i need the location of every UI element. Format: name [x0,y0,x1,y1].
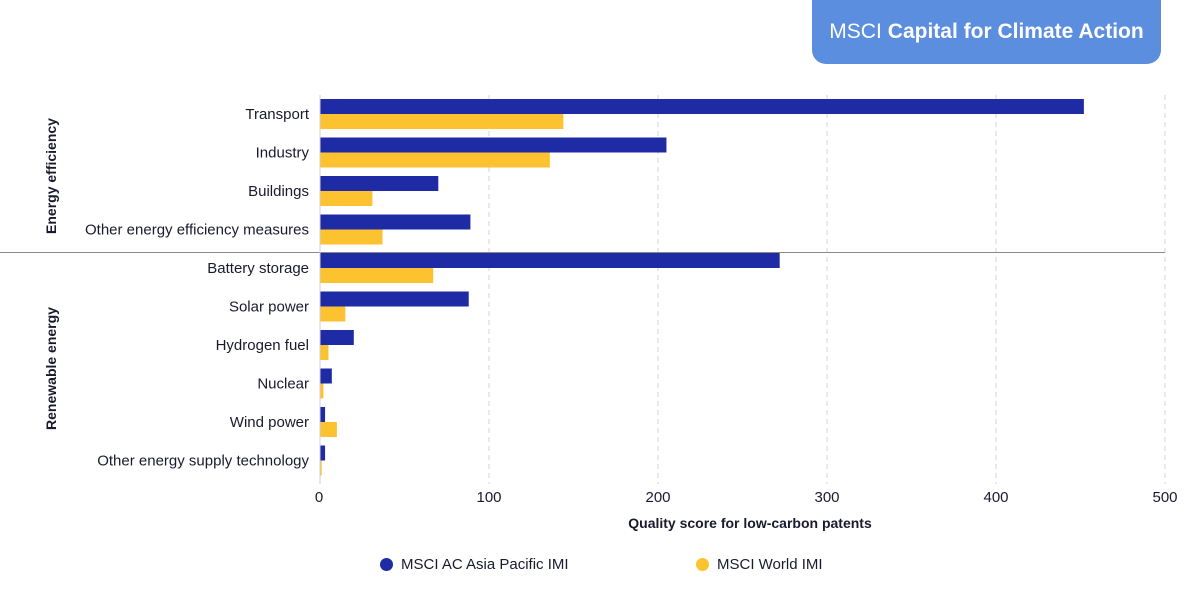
legend-item-series-2: MSCI World IMI [696,556,823,573]
bar-2-7 [320,383,324,399]
bar-2-6 [320,345,329,360]
category-label-5: Solar power [229,299,309,316]
group-label-1: Renewable energy [43,307,59,430]
bar-2-5 [320,306,346,322]
product-name: Capital for Climate Action [887,20,1144,43]
category-label-4: Battery storage [207,260,309,277]
x-axis-title: Quality score for low-carbon patents [628,515,872,531]
bar-1-3 [320,214,471,230]
category-label-8: Wind power [230,414,309,431]
bar-1-0 [320,99,1084,114]
bar-2-8 [320,422,337,437]
x-tick-label-2: 200 [645,489,670,506]
legend-item-series-1: MSCI AC Asia Pacific IMI [380,556,569,573]
brand-badge: MSCI Capital for Climate Action [812,0,1161,64]
bar-2-4 [320,268,434,283]
category-label-3: Other energy efficiency measures [85,222,309,239]
category-label-7: Nuclear [257,376,309,393]
x-tick-label-5: 500 [1152,489,1177,506]
x-tick-label-1: 100 [476,489,501,506]
category-label-0: Transport [245,106,309,123]
bar-1-8 [320,407,326,422]
bar-2-1 [320,152,550,168]
bar-1-5 [320,291,469,307]
x-tick-label-4: 400 [983,489,1008,506]
category-label-2: Buildings [248,183,309,200]
category-label-1: Industry [256,145,310,162]
bar-2-2 [320,191,373,206]
x-tick-label-3: 300 [814,489,839,506]
brand-name: MSCI [829,20,882,43]
bar-2-0 [320,114,564,129]
category-label-6: Hydrogen fuel [216,337,309,354]
legend-swatch-series-1 [380,558,393,571]
bar-1-4 [320,253,780,268]
x-tick-label-0: 0 [315,489,323,506]
bar-1-6 [320,330,354,345]
bar-1-1 [320,137,667,153]
chart-legend: MSCI AC Asia Pacific IMI MSCI World IMI [0,556,1200,576]
bar-2-9 [320,460,322,476]
category-label-9: Other energy supply technology [97,453,309,470]
legend-swatch-series-2 [696,558,709,571]
bar-1-2 [320,176,439,191]
legend-label-series-1: MSCI AC Asia Pacific IMI [401,556,569,573]
bar-2-3 [320,229,383,245]
group-label-0: Energy efficiency [43,118,59,234]
legend-label-series-2: MSCI World IMI [717,556,823,573]
bar-1-9 [320,445,326,461]
bar-1-7 [320,368,332,384]
